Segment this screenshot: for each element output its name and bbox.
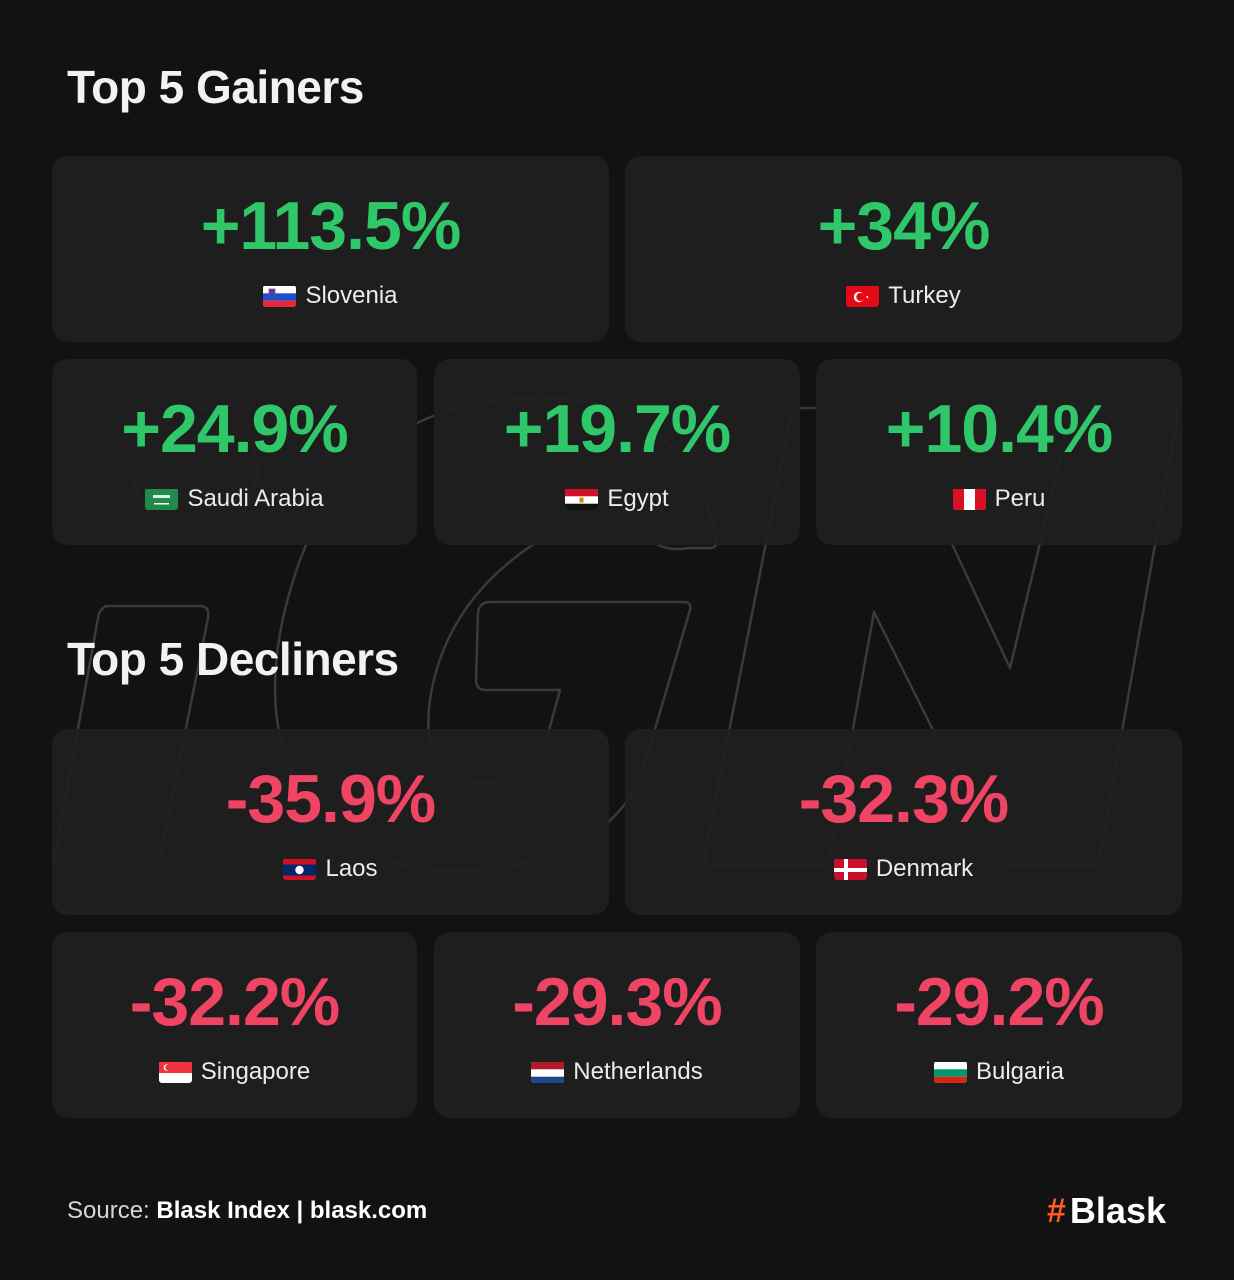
decliner-card: -32.2% Singapore — [52, 932, 417, 1118]
gainer-country: Peru — [816, 483, 1182, 515]
gainer-value: +34% — [817, 188, 991, 264]
decliner-card: -32.3% Denmark — [625, 729, 1182, 915]
country-name: Singapore — [200, 1058, 311, 1085]
decliner-card: -35.9% Laos — [52, 729, 609, 915]
brand-logo: # Blask — [1047, 1190, 1166, 1232]
gainer-card: +19.7% Egypt — [434, 359, 800, 545]
decliner-country: Laos — [52, 853, 609, 885]
country-name: Laos — [325, 855, 378, 882]
netherlands-flag-icon — [531, 1061, 565, 1083]
saudi-arabia-flag-icon — [145, 488, 179, 510]
country-name: Saudi Arabia — [187, 485, 324, 512]
brand-name: Blask — [1069, 1190, 1166, 1231]
gainer-card: +113.5% Slovenia — [52, 156, 609, 342]
country-name: Slovenia — [305, 282, 398, 309]
gainer-value: +19.7% — [503, 391, 732, 467]
gainer-card: +34% Turkey — [625, 156, 1182, 342]
decliner-country: Bulgaria — [816, 1056, 1182, 1088]
country-name: Peru — [994, 485, 1046, 512]
country-name: Turkey — [888, 282, 961, 309]
egypt-flag-icon — [565, 488, 599, 510]
decliner-value: -29.2% — [894, 964, 1104, 1040]
country-name: Netherlands — [573, 1058, 703, 1085]
decliner-value: -29.3% — [512, 964, 722, 1040]
source-url: blask.com — [309, 1197, 428, 1224]
decliner-value: -35.9% — [225, 761, 436, 837]
decliner-country: Denmark — [625, 853, 1182, 885]
source-separator: | — [296, 1197, 304, 1224]
country-name: Egypt — [607, 485, 669, 512]
decliner-value: -32.3% — [798, 761, 1009, 837]
gainer-card: +10.4% Peru — [816, 359, 1182, 545]
decliner-value: -32.2% — [129, 964, 340, 1040]
country-name: Denmark — [875, 855, 974, 882]
gainer-country: Slovenia — [52, 280, 609, 312]
slovenia-flag-icon — [263, 285, 297, 307]
singapore-flag-icon — [158, 1061, 192, 1083]
turkey-flag-icon — [846, 285, 880, 307]
gainer-value: +24.9% — [121, 391, 349, 467]
gainer-card: +24.9% Saudi Arabia — [52, 359, 417, 545]
peru-flag-icon — [952, 488, 986, 510]
country-name: Bulgaria — [975, 1058, 1065, 1085]
gainers-title: Top 5 Gainers — [67, 61, 364, 113]
laos-flag-icon — [283, 858, 317, 880]
denmark-flag-icon — [833, 858, 867, 880]
source-line: Source: Blask Index | blask.com — [67, 1197, 427, 1225]
source-label: Source: — [67, 1197, 150, 1224]
decliner-country: Singapore — [52, 1056, 417, 1088]
source-name: Blask Index — [156, 1197, 290, 1224]
decliner-card: -29.3% Netherlands — [434, 932, 800, 1118]
gainer-value: +113.5% — [200, 188, 462, 264]
decliners-title: Top 5 Decliners — [67, 633, 399, 685]
bulgaria-flag-icon — [933, 1061, 967, 1083]
gainer-value: +10.4% — [885, 391, 1114, 467]
decliner-country: Netherlands — [434, 1056, 800, 1088]
decliner-card: -29.2% Bulgaria — [816, 932, 1182, 1118]
gainer-country: Saudi Arabia — [52, 483, 417, 515]
gainer-country: Turkey — [625, 280, 1182, 312]
gainer-country: Egypt — [434, 483, 800, 515]
hash-icon: # — [1047, 1191, 1066, 1230]
